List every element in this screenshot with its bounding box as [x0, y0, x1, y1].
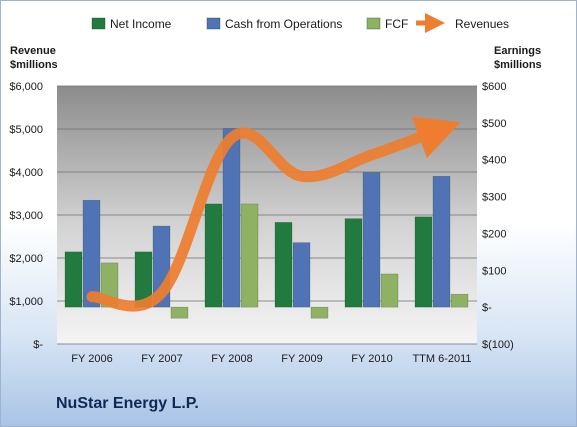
x-axis-ticks: FY 2006 FY 2007 FY 2008 FY 2009 FY 2010 TTM 6…	[71, 353, 471, 365]
bar-fcf	[170, 306, 189, 319]
left-axis-ticks: $- $1,000 $2,000 $3,000 $4,000 $5,000 $6,000	[9, 81, 43, 351]
bar-cash-from-operations	[222, 128, 241, 308]
right-tick-label: $100	[482, 265, 506, 277]
right-tick-label: $500	[482, 118, 506, 130]
left-tick-label: $6,000	[9, 81, 43, 93]
bar-net-income	[414, 216, 433, 308]
right-tick-label: $600	[482, 81, 506, 93]
legend-label-fcf: FCF	[385, 17, 408, 31]
right-tick-label: $300	[482, 192, 506, 204]
x-tick-label: TTM 6-2011	[412, 353, 471, 365]
x-tick-label: FY 2007	[141, 353, 182, 365]
bar-net-income	[344, 218, 363, 308]
x-tick-label: FY 2009	[281, 353, 322, 365]
bar-fcf	[310, 306, 329, 319]
left-tick-label: $3,000	[9, 210, 43, 222]
right-tick-label: $-	[482, 302, 492, 314]
bar-net-income	[274, 222, 293, 308]
x-tick-label: FY 2010	[351, 353, 392, 365]
legend-swatch-fcf	[366, 17, 381, 30]
bar-cash-from-operations	[362, 172, 381, 308]
right-tick-label: $200	[482, 228, 506, 240]
left-tick-label: $-	[33, 339, 43, 351]
left-tick-label: $2,000	[9, 253, 43, 265]
bar-cash-from-operations	[432, 176, 451, 308]
right-axis-title-line1: Earnings	[494, 45, 541, 57]
bar-fcf	[450, 293, 469, 308]
right-axis-ticks: $(100) $- $100 $200 $300 $400 $500 $600	[482, 81, 514, 351]
bar-cash-from-operations	[82, 199, 101, 308]
legend-swatch-net-income	[91, 17, 106, 30]
left-tick-label: $4,000	[9, 167, 43, 179]
bar-fcf	[380, 273, 399, 308]
revenues-line	[86, 116, 461, 312]
legend-swatch-cash-from-operations	[206, 17, 221, 30]
legend-label-revenues: Revenues	[455, 17, 509, 31]
left-tick-label: $1,000	[9, 296, 43, 308]
right-tick-label: $400	[482, 155, 506, 167]
legend-label-net-income: Net Income	[110, 17, 172, 31]
right-tick-label: $(100)	[482, 339, 514, 351]
company-title: NuStar Energy L.P.	[56, 395, 199, 412]
right-axis-title-line2: $millions	[494, 59, 542, 71]
left-tick-label: $5,000	[9, 124, 43, 136]
x-tick-label: FY 2006	[71, 353, 112, 365]
left-axis-title-line2: $millions	[10, 59, 58, 71]
legend: Net Income Cash from Operations FCF Reve…	[91, 13, 509, 33]
x-tick-label: FY 2008	[211, 353, 252, 365]
bar-fcf	[240, 203, 259, 308]
legend-label-cash-from-operations: Cash from Operations	[225, 17, 342, 31]
bar-cash-from-operations	[292, 242, 311, 308]
bar-net-income	[204, 203, 223, 308]
bars	[64, 128, 469, 319]
bar-net-income	[64, 251, 83, 308]
left-axis-title-line1: Revenue	[10, 45, 56, 57]
